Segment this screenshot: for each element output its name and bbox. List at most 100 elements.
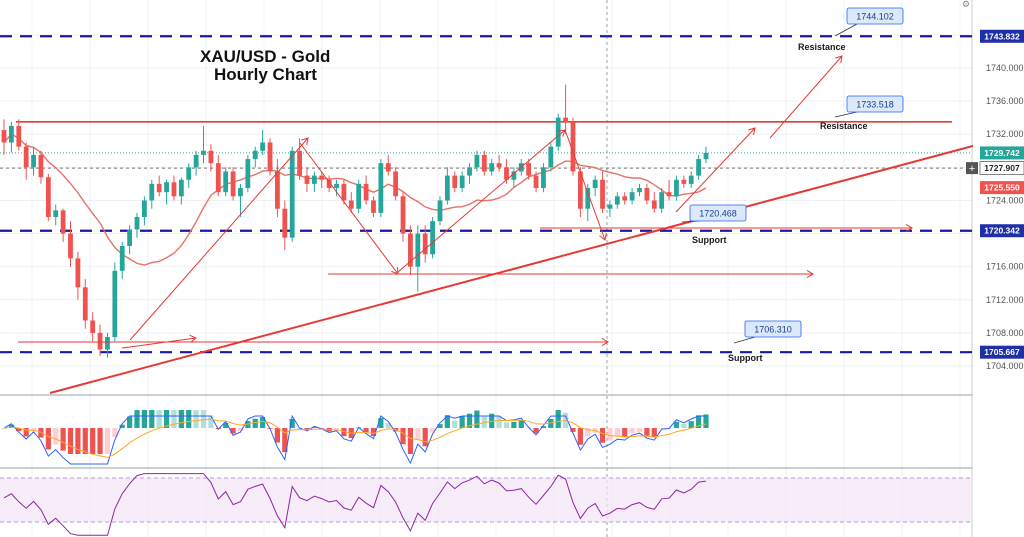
macd-histogram-bar bbox=[237, 428, 244, 432]
candle-body bbox=[437, 200, 443, 222]
candle-body bbox=[53, 210, 59, 217]
candle-body bbox=[563, 117, 568, 122]
callout-box bbox=[744, 320, 802, 338]
candle-body bbox=[533, 175, 539, 189]
macd-histogram-bar bbox=[681, 424, 687, 428]
horizontal-arrow bbox=[121, 337, 197, 349]
candle-body bbox=[156, 183, 162, 193]
candle-body bbox=[90, 320, 96, 333]
macd-histogram-bar bbox=[459, 416, 465, 428]
macd-histogram-bar bbox=[53, 428, 59, 445]
price-badge-label: 1720.342 bbox=[984, 226, 1020, 236]
candle-body bbox=[201, 150, 206, 155]
macd-histogram-bar bbox=[60, 428, 66, 451]
macd-histogram-bar bbox=[200, 410, 207, 428]
macd-histogram-bar bbox=[503, 422, 510, 428]
macd-histogram-bar bbox=[533, 428, 539, 434]
candle-body bbox=[75, 258, 81, 288]
plus-icon: + bbox=[969, 163, 975, 175]
candle-body bbox=[252, 150, 258, 160]
macd-histogram-bar bbox=[659, 428, 665, 429]
candle-body bbox=[622, 196, 628, 201]
candle-body bbox=[348, 200, 354, 209]
candle-body bbox=[127, 229, 133, 246]
candle-body bbox=[245, 159, 251, 189]
macd-histogram-bar bbox=[134, 410, 140, 428]
candle-body bbox=[238, 188, 243, 197]
annotation-label: Resistance bbox=[820, 121, 868, 131]
macd-histogram-bar bbox=[245, 421, 251, 428]
candle-body bbox=[164, 182, 169, 193]
macd-histogram-bar bbox=[703, 414, 709, 428]
callout-box bbox=[689, 204, 747, 222]
candle-body bbox=[526, 163, 532, 176]
macd-histogram-bar bbox=[422, 428, 428, 447]
price-badge bbox=[980, 345, 1024, 359]
macd-histogram-bar bbox=[452, 420, 458, 428]
candle-body bbox=[186, 167, 192, 180]
macd-panel: 4.0000.6070.524-0.082 bbox=[1, 401, 1024, 465]
candle-body bbox=[193, 154, 199, 168]
candle-body bbox=[341, 183, 347, 201]
candle-body bbox=[16, 125, 22, 147]
macd-histogram-bar bbox=[474, 410, 480, 428]
annotation-label: Support bbox=[728, 353, 763, 363]
macd-histogram-bar bbox=[163, 410, 170, 428]
candle-body bbox=[452, 175, 458, 189]
macd-line bbox=[3, 414, 706, 465]
price-badge-label: 1725.550 bbox=[984, 183, 1020, 193]
candle-body bbox=[260, 142, 266, 151]
candle-body bbox=[267, 142, 273, 172]
candle-body bbox=[223, 171, 229, 193]
signal-line bbox=[3, 418, 707, 458]
horizontal-arrow-head bbox=[905, 223, 913, 233]
macd-histogram-bar bbox=[548, 418, 554, 428]
price-badge bbox=[980, 181, 1024, 195]
candle-body bbox=[105, 337, 110, 350]
macd-histogram-bar bbox=[370, 428, 377, 436]
callout-pointer bbox=[834, 111, 858, 118]
callout-value: 1706.310 bbox=[754, 325, 792, 335]
candle-body bbox=[666, 192, 672, 197]
candle-body bbox=[82, 287, 88, 321]
trend-arrow-head bbox=[835, 55, 843, 63]
macd-histogram-bar bbox=[311, 426, 317, 428]
callout-value: 1733.518 bbox=[856, 100, 894, 110]
macd-histogram-bar bbox=[585, 428, 591, 437]
candle-body bbox=[112, 270, 118, 338]
macd-histogram-bar bbox=[511, 421, 517, 428]
callout-box bbox=[846, 7, 904, 25]
horizontal-arrow-head bbox=[806, 269, 814, 279]
macd-histogram-bar bbox=[570, 428, 576, 432]
candle-body bbox=[548, 146, 554, 168]
macd-histogram-bar bbox=[171, 410, 177, 428]
callout-pointer bbox=[834, 23, 858, 37]
horizontal-arrow-head bbox=[189, 334, 197, 343]
macd-histogram-bar bbox=[688, 421, 694, 428]
candle-body bbox=[356, 183, 362, 209]
candle-body bbox=[674, 179, 679, 197]
candle-body bbox=[68, 233, 73, 259]
macd-histogram-bar bbox=[400, 428, 406, 445]
candle-body bbox=[570, 121, 576, 172]
macd-histogram-bar bbox=[289, 418, 295, 428]
macd-histogram-bar bbox=[540, 426, 547, 428]
price-badge-label: 1743.832 bbox=[984, 31, 1020, 41]
settings-gear-icon[interactable]: ⚙ bbox=[962, 0, 971, 10]
y-tick-label: 1708.000 bbox=[986, 328, 1024, 338]
price-badge bbox=[980, 146, 1024, 160]
macd-histogram-bar bbox=[385, 423, 391, 428]
candle-body bbox=[504, 167, 509, 180]
macd-histogram-bar bbox=[489, 413, 495, 428]
macd-histogram-bar bbox=[193, 410, 199, 428]
macd-histogram-bar bbox=[141, 410, 147, 428]
y-tick-label: 1712.000 bbox=[986, 295, 1024, 305]
candle-body bbox=[319, 175, 325, 180]
trend-arrow-head bbox=[599, 233, 607, 241]
macd-histogram-bar bbox=[496, 416, 502, 428]
price-badge bbox=[979, 161, 1024, 175]
macd-histogram-bar bbox=[112, 428, 118, 438]
macd-histogram-bar bbox=[67, 428, 74, 454]
trend-arrow bbox=[769, 55, 843, 139]
